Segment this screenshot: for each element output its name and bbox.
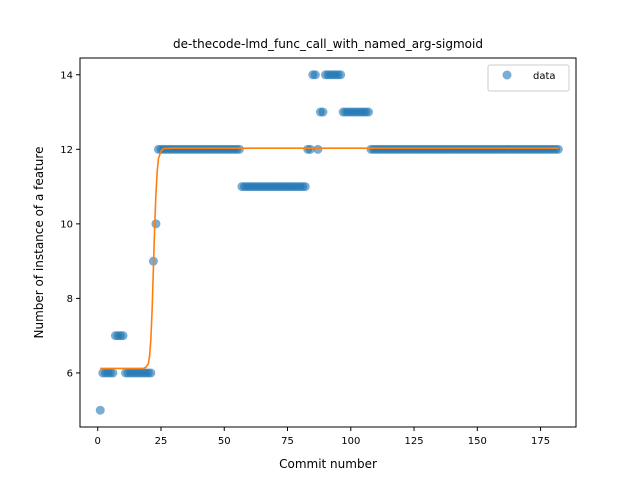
data-point [108, 368, 118, 378]
x-axis-label: Commit number [279, 457, 377, 471]
data-point [305, 144, 315, 154]
y-tick-label: 14 [60, 70, 73, 81]
chart-title: de-thecode-lmd_func_call_with_named_arg-… [173, 37, 483, 51]
data-point [300, 182, 310, 192]
legend-data-marker [502, 70, 512, 80]
x-tick-label: 100 [341, 436, 360, 447]
x-tick-label: 75 [281, 436, 294, 447]
axis-ticks: 0 25 50 75 100 125 150 175 6 8 10 12 14 [60, 70, 550, 447]
sigmoid-fit-line [100, 147, 559, 370]
y-tick-label: 12 [60, 145, 73, 156]
data-point [553, 144, 563, 154]
data-point [310, 70, 320, 80]
data-point [313, 144, 323, 154]
data-point [151, 219, 161, 229]
axes-frame [79, 57, 577, 428]
x-tick-label: 25 [155, 436, 168, 447]
y-tick-label: 10 [60, 219, 73, 230]
y-tick-label: 6 [67, 368, 73, 379]
legend: data [487, 64, 570, 92]
x-tick-label: 150 [468, 436, 487, 447]
data-point [363, 107, 373, 117]
plot-area [95, 70, 563, 415]
data-point [95, 405, 105, 415]
x-tick-label: 50 [218, 436, 231, 447]
x-tick-label: 125 [404, 436, 423, 447]
data-point [234, 144, 244, 154]
legend-box [487, 64, 570, 92]
y-axis-label: Number of instance of a feature [32, 147, 46, 339]
legend-data-label: data [533, 71, 556, 82]
x-tick-label: 0 [95, 436, 101, 447]
data-point [146, 368, 156, 378]
data-point [318, 107, 328, 117]
data-point [336, 70, 346, 80]
x-tick-label: 175 [531, 436, 550, 447]
data-point [118, 331, 128, 341]
y-tick-label: 8 [67, 294, 73, 305]
